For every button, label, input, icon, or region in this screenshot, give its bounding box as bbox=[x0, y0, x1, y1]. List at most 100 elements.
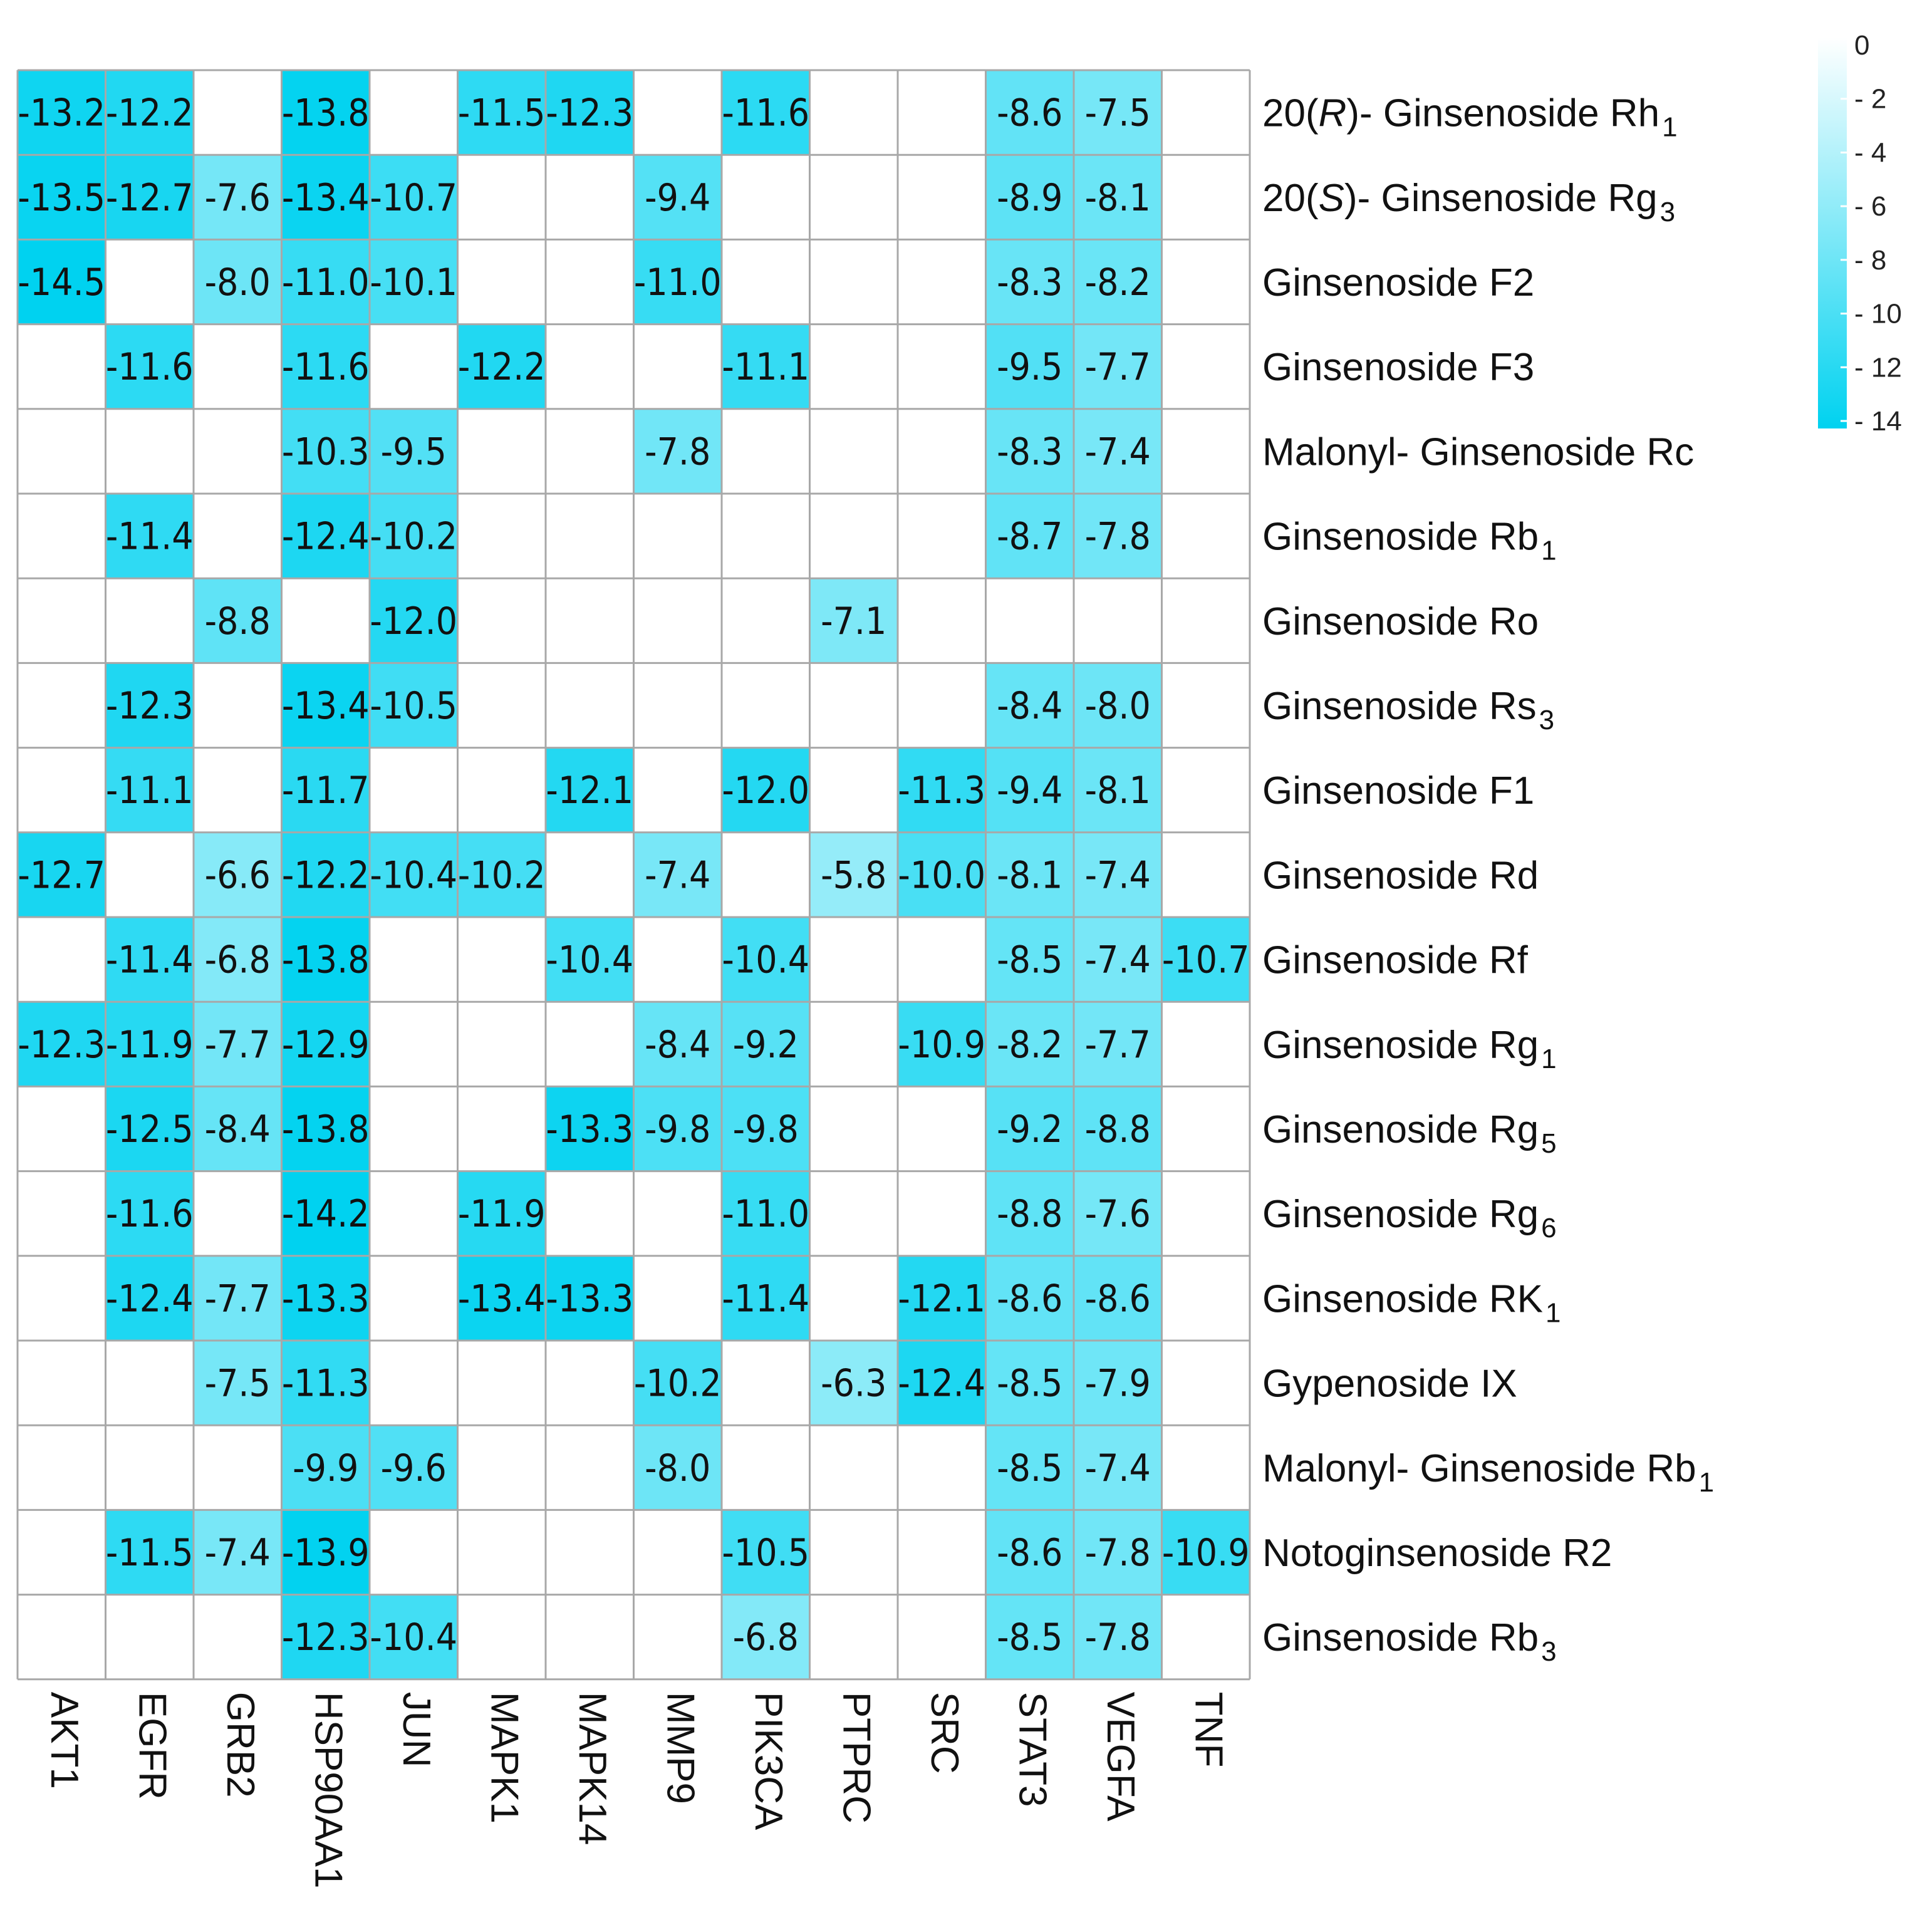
row-label-text: Ginsenoside Rg bbox=[1262, 1024, 1539, 1067]
heatmap-cell bbox=[105, 324, 194, 409]
heatmap-cell bbox=[985, 747, 1074, 833]
heatmap-cell bbox=[194, 239, 282, 324]
heatmap-cell bbox=[546, 1425, 634, 1510]
heatmap-cell bbox=[1161, 1510, 1250, 1595]
cell-value-label: -12.9 bbox=[282, 1023, 370, 1067]
heatmap-cell bbox=[809, 1425, 898, 1510]
heatmap-cell bbox=[281, 1341, 370, 1426]
heatmap-cell bbox=[633, 1002, 722, 1087]
heatmap-cell bbox=[105, 1425, 194, 1510]
cell-value-label: -7.4 bbox=[1085, 430, 1151, 474]
heatmap-cell bbox=[281, 1086, 370, 1171]
row-label-text: Ginsenoside Rb bbox=[1262, 1616, 1539, 1659]
cell-value-label: -9.5 bbox=[997, 345, 1062, 389]
row-label-text: Malonyl- Ginsenoside Rc bbox=[1262, 430, 1694, 474]
cell-value-label: -8.3 bbox=[997, 430, 1062, 474]
cell-value-label: -11.0 bbox=[282, 261, 370, 304]
heatmap-cell bbox=[370, 1341, 458, 1426]
cell-value-label: -7.5 bbox=[205, 1362, 271, 1406]
cell-value-label: -10.7 bbox=[370, 176, 457, 220]
heatmap-cell bbox=[370, 408, 458, 494]
cell-value-label: -10.5 bbox=[370, 684, 457, 728]
colorbar-tick-label: - 10 bbox=[1854, 299, 1902, 330]
heatmap-cell bbox=[370, 324, 458, 409]
heatmap-cell bbox=[809, 408, 898, 494]
cell-value-label: -8.8 bbox=[997, 1192, 1062, 1236]
cell-value-label: -11.3 bbox=[282, 1362, 370, 1406]
heatmap-cell bbox=[722, 663, 810, 748]
heatmap-cell bbox=[18, 155, 106, 240]
heatmap-cell bbox=[370, 663, 458, 748]
heatmap-cell bbox=[105, 747, 194, 833]
heatmap-cell bbox=[722, 832, 810, 917]
heatmap-cell bbox=[281, 1255, 370, 1341]
cell-value-label: -8.1 bbox=[1085, 176, 1151, 220]
heatmap-cell bbox=[281, 324, 370, 409]
cell-value-label: -7.7 bbox=[1085, 345, 1151, 389]
heatmap-cell bbox=[1074, 1255, 1162, 1341]
cell-value-label: -13.3 bbox=[546, 1277, 633, 1321]
heatmap-cell bbox=[985, 1002, 1074, 1087]
cell-value-label: -8.7 bbox=[997, 515, 1062, 559]
heatmap-cell bbox=[546, 917, 634, 1002]
cell-value-label: -7.4 bbox=[1085, 853, 1151, 897]
heatmap-cell bbox=[105, 917, 194, 1002]
row-label-text: Ginsenoside F3 bbox=[1262, 346, 1534, 389]
cell-value-label: -11.6 bbox=[106, 1192, 194, 1236]
heatmap-cell bbox=[546, 155, 634, 240]
cell-value-label: -8.0 bbox=[645, 1446, 710, 1490]
heatmap-cell bbox=[457, 1255, 546, 1341]
colorbar-tick-label: - 4 bbox=[1854, 137, 1886, 168]
cell-value-label: -7.4 bbox=[1085, 1446, 1151, 1490]
heatmap-cell bbox=[546, 1341, 634, 1426]
heatmap-cell bbox=[105, 494, 194, 579]
row-label-subscript: 3 bbox=[1660, 197, 1675, 227]
cell-value-label: -7.6 bbox=[205, 176, 271, 220]
heatmap-cell bbox=[194, 578, 282, 663]
cell-value-label: -10.4 bbox=[370, 1616, 457, 1659]
heatmap-cell bbox=[809, 832, 898, 917]
heatmap-cell bbox=[985, 1510, 1074, 1595]
cell-value-label: -8.8 bbox=[1085, 1108, 1151, 1151]
heatmap-cell bbox=[633, 239, 722, 324]
row-label-text: Ginsenoside RK bbox=[1262, 1277, 1543, 1321]
heatmap-cell bbox=[898, 1510, 986, 1595]
heatmap-cell bbox=[457, 1510, 546, 1595]
heatmap-cell bbox=[546, 1086, 634, 1171]
heatmap-cell bbox=[1074, 1510, 1162, 1595]
cell-value-label: -8.6 bbox=[997, 1277, 1062, 1321]
heatmap-cell bbox=[633, 324, 722, 409]
heatmap-cell bbox=[722, 494, 810, 579]
heatmap-cell bbox=[194, 1002, 282, 1087]
cell-value-label: -7.5 bbox=[1085, 91, 1151, 135]
heatmap-cell bbox=[633, 1594, 722, 1679]
cell-value-label: -7.7 bbox=[205, 1023, 271, 1067]
heatmap-cell bbox=[985, 239, 1074, 324]
heatmap-cell bbox=[105, 578, 194, 663]
heatmap-cell bbox=[281, 1171, 370, 1256]
heatmap-cell bbox=[105, 1171, 194, 1256]
cell-value-label: -7.4 bbox=[205, 1531, 271, 1575]
heatmap-cell bbox=[1161, 1341, 1250, 1426]
heatmap-cell bbox=[722, 155, 810, 240]
heatmap-cell bbox=[1161, 1002, 1250, 1087]
heatmap-cell bbox=[370, 239, 458, 324]
heatmap-cell bbox=[633, 1086, 722, 1171]
cell-value-label: -8.8 bbox=[205, 599, 271, 643]
heatmap-cell bbox=[633, 408, 722, 494]
column-label: MAPK1 bbox=[482, 1692, 526, 1824]
heatmap-cell bbox=[18, 1341, 106, 1426]
heatmap-cell bbox=[18, 1002, 106, 1087]
heatmap-cell bbox=[546, 1171, 634, 1256]
row-label-text: Ginsenoside Rd bbox=[1262, 854, 1539, 897]
heatmap-cell bbox=[546, 832, 634, 917]
heatmap-cell bbox=[18, 494, 106, 579]
heatmap-cell bbox=[633, 663, 722, 748]
cell-value-label: -11.9 bbox=[106, 1023, 194, 1067]
cell-value-label: -13.2 bbox=[18, 91, 105, 135]
row-label: Notoginsenoside R2 bbox=[1262, 1532, 1612, 1575]
heatmap-cell bbox=[633, 1510, 722, 1595]
heatmap-cell bbox=[985, 324, 1074, 409]
heatmap-cell bbox=[985, 408, 1074, 494]
heatmap-cell bbox=[18, 408, 106, 494]
